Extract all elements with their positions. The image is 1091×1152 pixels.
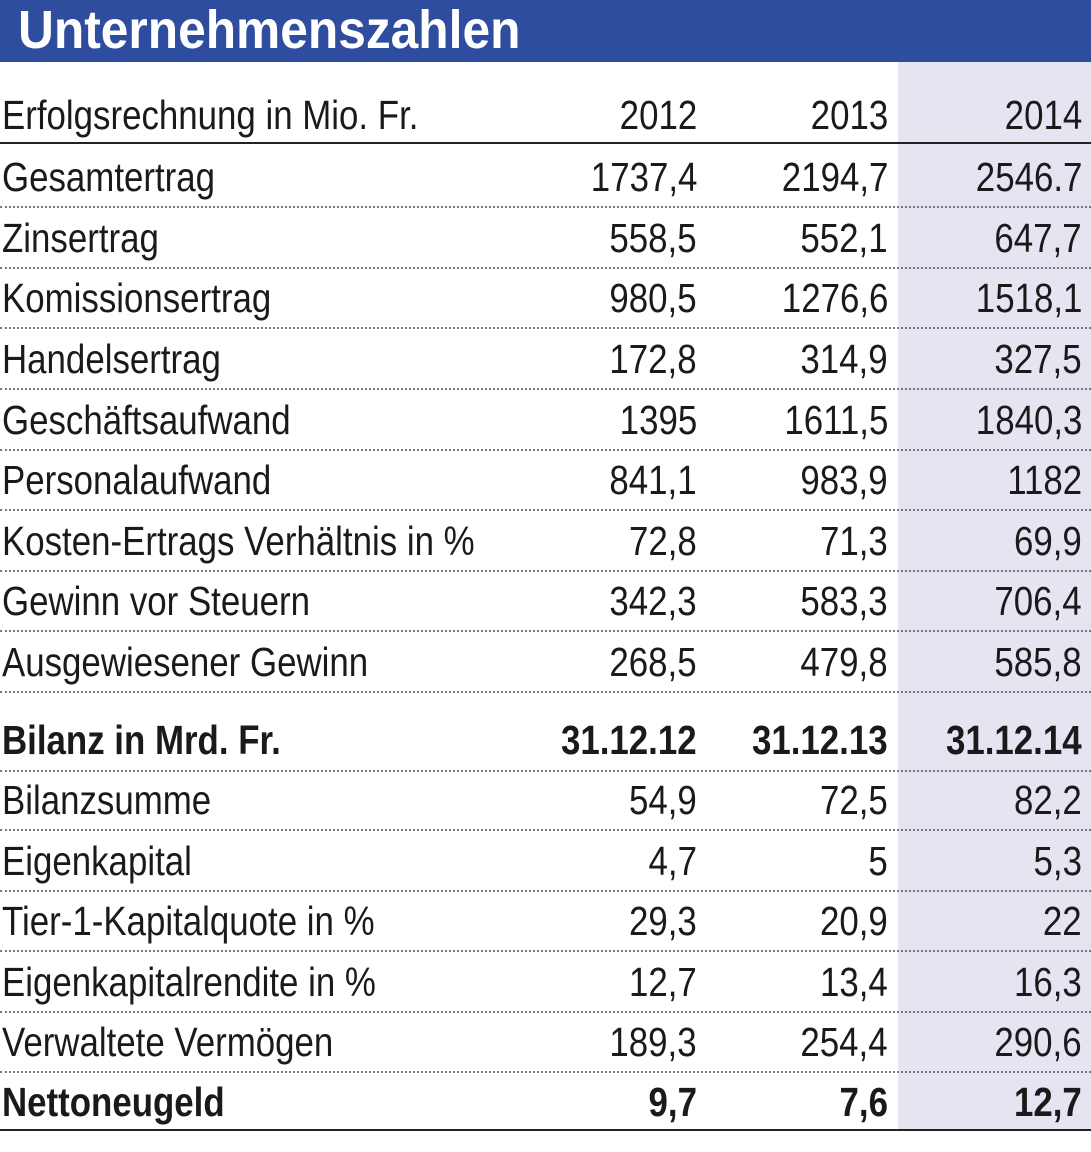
row-value: 342,3 [609,578,697,625]
row-value: 54,9 [629,777,697,824]
row-value: 7,6 [839,1079,888,1126]
row-value: 841,1 [609,457,697,504]
row-value: 1611,5 [783,396,888,443]
row-label: Tier-1-Kapitalquote in % [2,898,375,945]
row-value: 1395 [619,396,697,443]
row-separator [0,327,1091,330]
bottom-rule [0,1129,1091,1132]
title-bar: Unternehmenszahlen [0,0,1091,62]
row-label: Eigenkapitalrendite in % [2,958,376,1005]
row-value: 314,9 [800,335,888,382]
row-value: 1276,6 [781,275,888,322]
row-value: 69,9 [1014,517,1082,564]
row-separator [0,1071,1091,1073]
row-value: 22 [1043,898,1082,945]
row-separator [0,387,1091,390]
row-label: Eigenkapital [2,837,192,884]
row-separator [0,630,1091,633]
row-value: 552,1 [800,214,888,261]
header-value: 2014 [1004,92,1082,138]
row-label: Verwaltete Vermögen [2,1019,334,1065]
row-value: 172,8 [609,335,697,382]
row-separator [0,829,1091,832]
row-separator [0,950,1091,953]
row-value: 268,5 [609,638,697,685]
row-label: Zinsertrag [2,214,159,261]
row-value: 72,5 [820,777,888,824]
row-separator [0,448,1091,451]
header-label: Erfolgsrechnung in Mio. Fr. [2,92,419,138]
row-label: Komissionsertrag [2,275,272,322]
row-value: 4,7 [648,837,697,884]
row-label: Ausgewiesener Gewinn [2,638,369,685]
header-value: 2012 [619,92,697,138]
row-value: 71,3 [820,517,888,564]
row-separator [0,690,1091,693]
row-value: 29,3 [629,898,697,945]
row-value: 327,5 [994,335,1082,382]
row-value: 16,3 [1014,958,1082,1005]
header-value: 31.12.12 [561,717,697,763]
row-value: 1840,3 [975,396,1082,443]
row-label: Geschäftsaufwand [2,396,291,443]
row-value: 12,7 [1014,1079,1082,1126]
row-value: 290,6 [994,1019,1082,1065]
row-value: 72,8 [629,517,697,564]
header-value: 31.12.13 [752,717,888,763]
row-separator [0,1010,1091,1013]
row-value: 583,3 [800,578,888,625]
title: Unternehmenszahlen [18,0,521,60]
row-value: 254,4 [800,1019,888,1065]
row-separator [0,889,1091,892]
row-value: 13,4 [820,958,888,1005]
row-value: 2194,7 [781,154,888,201]
row-separator [0,569,1091,572]
row-separator [0,206,1091,209]
row-value: 9,7 [648,1079,697,1126]
row-separator [0,770,1091,772]
row-label: Handelsertrag [2,335,221,382]
row-value: 980,5 [609,275,697,322]
row-value: 585,8 [994,638,1082,685]
row-label: Kosten-Ertrags Verhältnis in % [2,517,475,564]
row-separator [0,266,1091,269]
row-label: Bilanzsumme [2,777,212,824]
row-value: 647,7 [994,214,1082,261]
row-value: 558,5 [609,214,697,261]
row-value: 1737,4 [590,154,697,201]
row-separator [0,509,1091,512]
row-value: 1518,1 [975,275,1082,322]
row-value: 82,2 [1014,777,1082,824]
row-value: 1182 [1007,457,1082,504]
row-value: 189,3 [609,1019,697,1065]
header-label: Bilanz in Mrd. Fr. [2,717,281,763]
row-value: 983,9 [800,457,888,504]
row-label: Gesamtertrag [2,154,216,201]
row-value: 12,7 [629,958,697,1005]
row-value: 5 [868,837,888,884]
header-value: 31.12.14 [946,717,1082,763]
row-value: 706,4 [994,578,1082,625]
header-value: 2013 [810,92,888,138]
row-value: 20,9 [820,898,888,945]
row-label: Gewinn vor Steuern [2,578,311,625]
row-value: 5,3 [1033,837,1082,884]
row-label: Personalaufwand [2,457,272,504]
header-rule [0,142,1091,144]
row-value: 2546.7 [975,154,1082,201]
row-value: 479,8 [800,638,888,685]
row-label: Nettoneugeld [2,1079,225,1126]
